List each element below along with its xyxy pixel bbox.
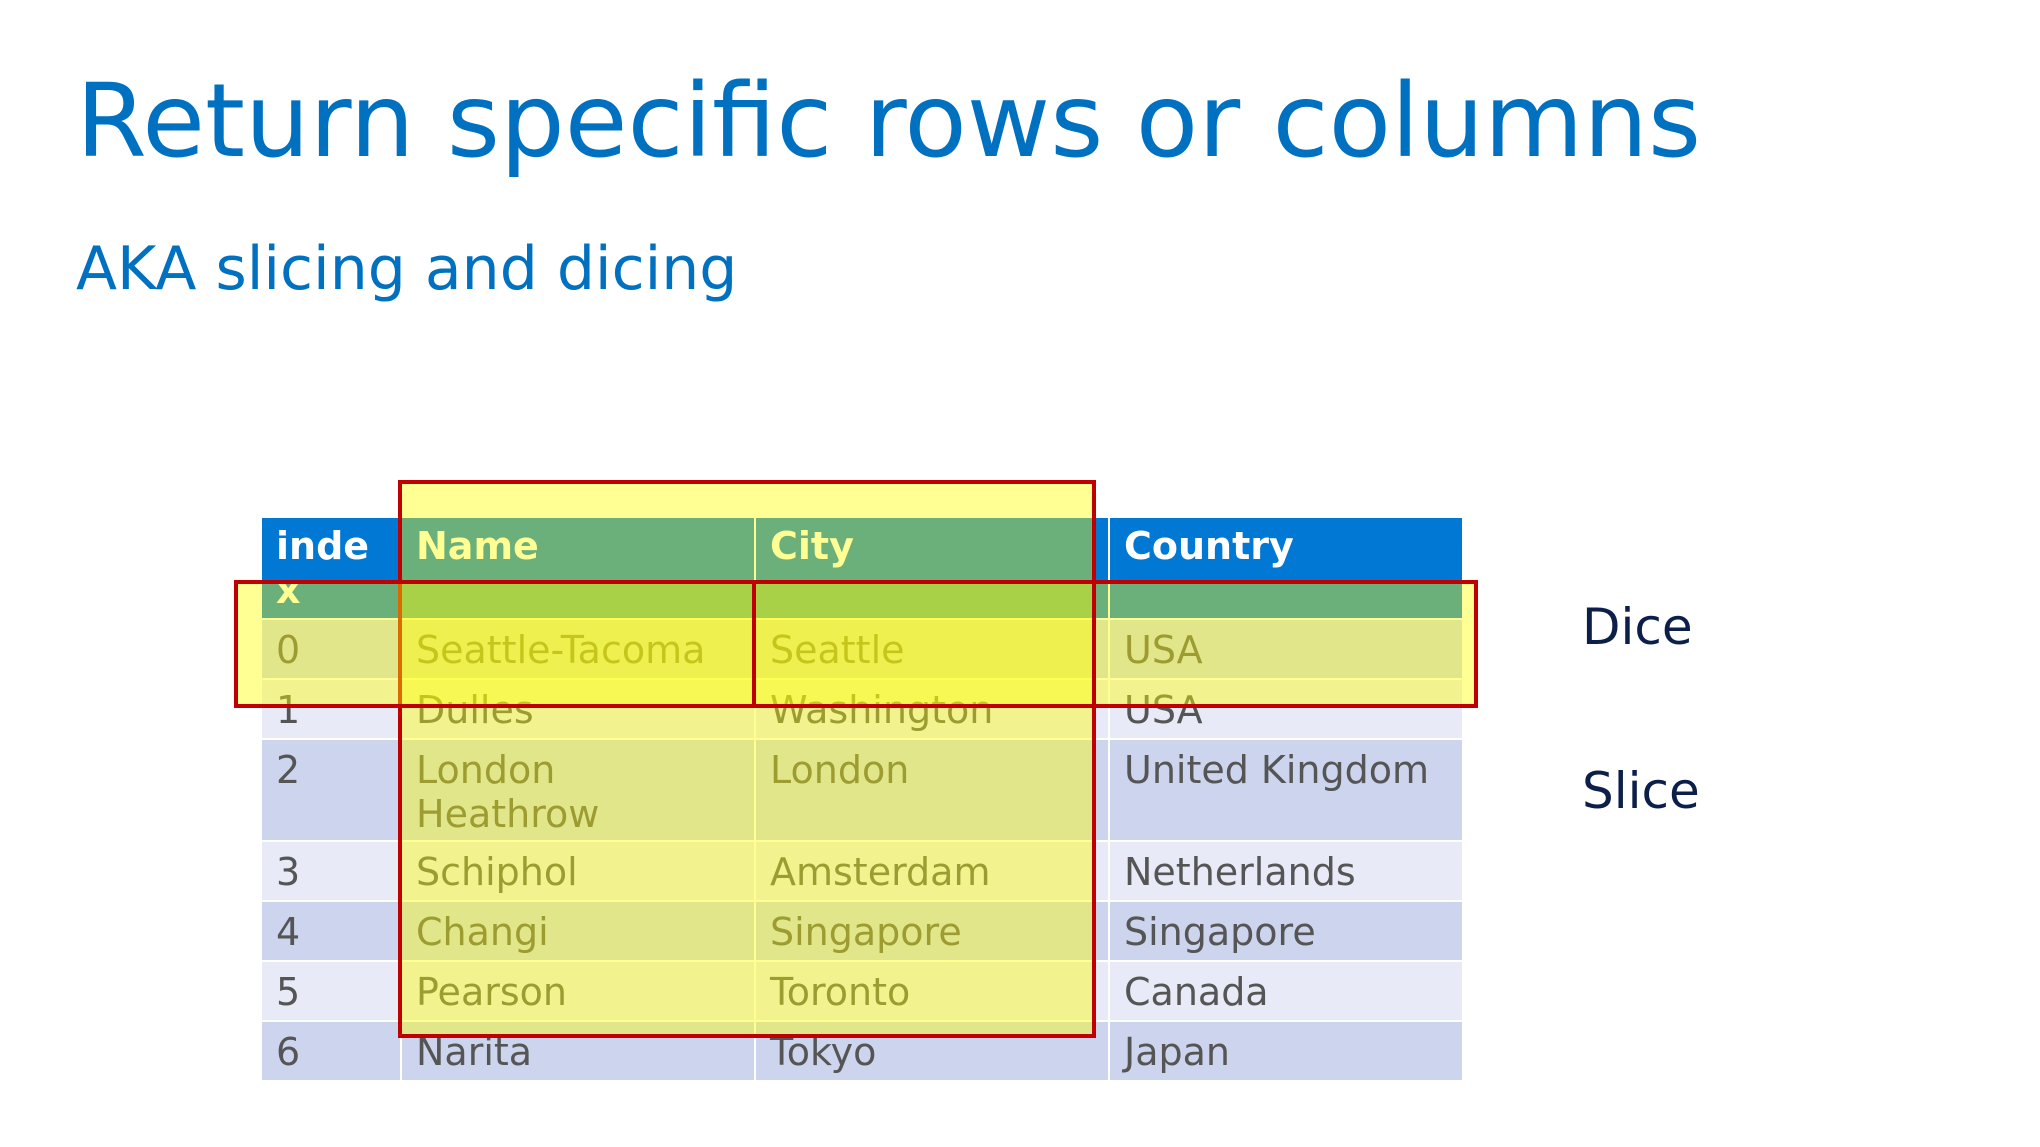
cell-index: 1	[260, 678, 402, 740]
cell-city: Washington	[754, 678, 1110, 740]
table-row: 5 Pearson Toronto Canada	[260, 960, 1464, 1022]
cell-name: Pearson	[400, 960, 756, 1022]
cell-index: 3	[260, 840, 402, 902]
table-row: 1 Dulles Washington USA	[260, 678, 1464, 740]
cell-country: United Kingdom	[1108, 738, 1464, 842]
header-index: index	[260, 516, 402, 620]
cell-index: 6	[260, 1020, 402, 1082]
table-row: 3 Schiphol Amsterdam Netherlands	[260, 840, 1464, 902]
cell-name: Dulles	[400, 678, 756, 740]
slide-title: Return specific rows or columns	[76, 62, 1702, 181]
slice-label: Slice	[1582, 762, 1700, 820]
cell-name: London Heathrow	[400, 738, 756, 842]
cell-index: 2	[260, 738, 402, 842]
header-name: Name	[400, 516, 756, 620]
slice-highlight	[398, 480, 1096, 1038]
cell-index: 4	[260, 900, 402, 962]
cell-country: USA	[1108, 618, 1464, 680]
cell-country: Japan	[1108, 1020, 1464, 1082]
header-country: Country	[1108, 516, 1464, 620]
cell-name: Seattle-Tacoma	[400, 618, 756, 680]
cell-name: Schiphol	[400, 840, 756, 902]
cell-index: 0	[260, 618, 402, 680]
cell-country: Canada	[1108, 960, 1464, 1022]
table-row: 0 Seattle-Tacoma Seattle USA	[260, 618, 1464, 680]
airports-table: index Name City Country 0 Seattle-Tacoma…	[260, 516, 1464, 1082]
table-row: 6 Narita Tokyo Japan	[260, 1020, 1464, 1082]
cell-country: Singapore	[1108, 900, 1464, 962]
cell-city: Seattle	[754, 618, 1110, 680]
cell-name: Changi	[400, 900, 756, 962]
header-city: City	[754, 516, 1110, 620]
cell-city: London	[754, 738, 1110, 842]
dice-intersection-outline	[752, 580, 1096, 708]
cell-city: Toronto	[754, 960, 1110, 1022]
cell-index: 5	[260, 960, 402, 1022]
table-row: 2 London Heathrow London United Kingdom	[260, 738, 1464, 842]
cell-city: Singapore	[754, 900, 1110, 962]
cell-city: Amsterdam	[754, 840, 1110, 902]
table-row: 4 Changi Singapore Singapore	[260, 900, 1464, 962]
table-header-row: index Name City Country	[260, 516, 1464, 620]
cell-country: Netherlands	[1108, 840, 1464, 902]
dice-label: Dice	[1582, 598, 1693, 656]
cell-country: USA	[1108, 678, 1464, 740]
slide-subtitle: AKA slicing and dicing	[76, 234, 738, 304]
